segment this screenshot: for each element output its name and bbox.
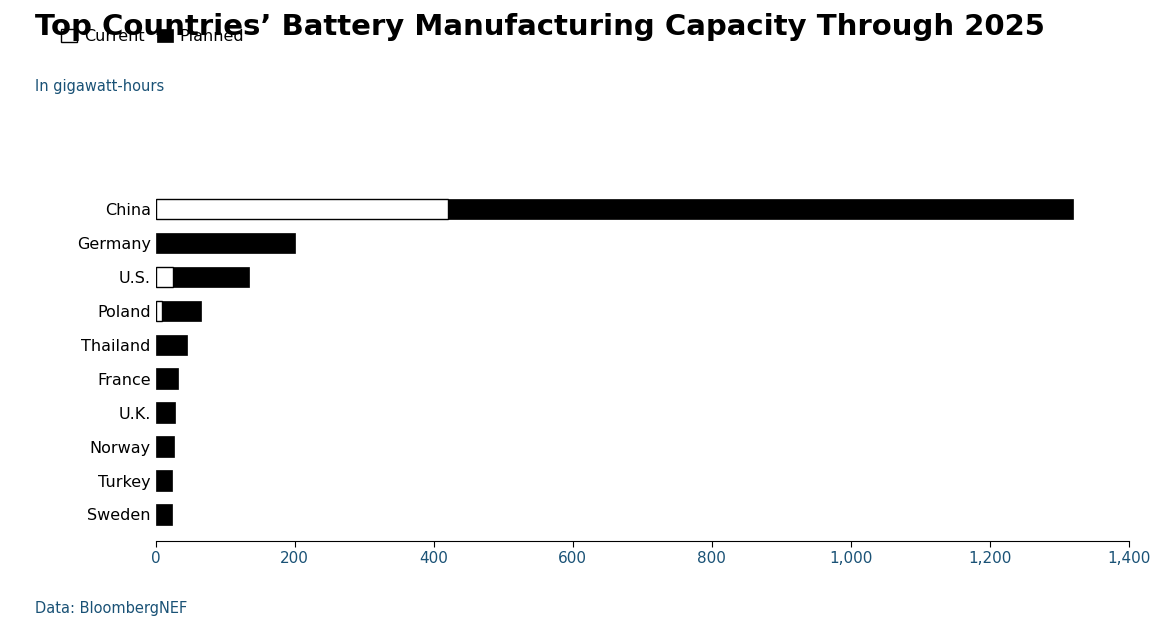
Bar [156,199,447,219]
Bar [156,403,175,423]
Bar [173,267,249,287]
Bar [156,504,172,525]
Bar [156,470,172,491]
Text: Data: BloombergNEF: Data: BloombergNEF [35,601,187,616]
Bar [156,233,295,253]
Legend: Current, Planned: Current, Planned [61,29,244,44]
Bar [156,369,177,389]
Bar [156,301,162,321]
Text: In gigawatt-hours: In gigawatt-hours [35,79,164,94]
Bar [156,267,173,287]
Bar [447,199,1074,219]
Bar [162,301,200,321]
Bar [156,437,174,457]
Bar [156,335,187,355]
Text: Top Countries’ Battery Manufacturing Capacity Through 2025: Top Countries’ Battery Manufacturing Cap… [35,13,1045,41]
